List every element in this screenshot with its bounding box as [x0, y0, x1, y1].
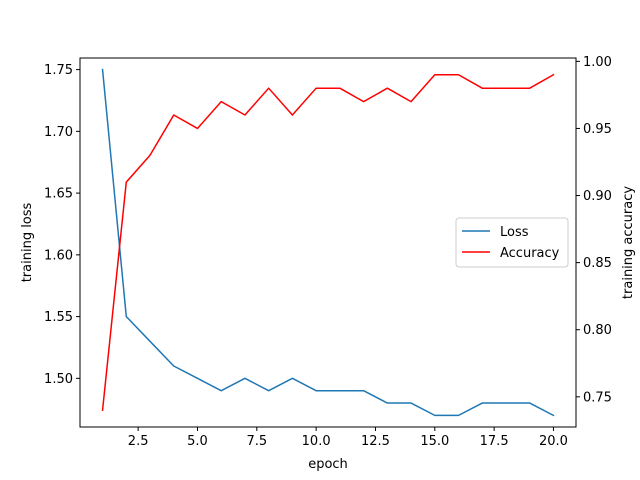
x-tick-label: 20.0	[539, 434, 568, 449]
right-y-tick-label: 0.75	[583, 390, 612, 405]
right-y-tick-label: 1.00	[583, 55, 612, 70]
left-y-tick-label: 1.50	[44, 372, 73, 387]
right-y-tick-label: 0.95	[583, 122, 612, 137]
x-tick-label: 12.5	[361, 434, 390, 449]
right-y-tick-label: 0.80	[583, 323, 612, 338]
left-y-tick-label: 1.60	[44, 248, 73, 263]
plot-frame	[79, 57, 577, 428]
right-y-tick-label: 0.90	[583, 189, 612, 204]
x-tick-label: 2.5	[128, 434, 149, 449]
series-line-loss	[101, 68, 555, 417]
right-y-tick-label: 0.85	[583, 256, 612, 271]
left-y-tick-label: 1.65	[44, 187, 73, 202]
left-y-tick-label: 1.75	[44, 63, 73, 78]
x-axis: 2.5 5.0 7.5 10.0 12.5 15.0 17.5 20.0	[128, 427, 568, 449]
x-tick-label: 17.5	[480, 434, 509, 449]
series-lines	[101, 68, 555, 417]
x-tick-label: 15.0	[420, 434, 449, 449]
left-y-axis-title: training loss	[20, 202, 35, 282]
legend-label-accuracy: Accuracy	[500, 246, 560, 261]
right-y-axis-title: training accuracy	[621, 186, 636, 299]
x-tick-label: 7.5	[246, 434, 267, 449]
left-y-tick-label: 1.55	[44, 310, 73, 325]
left-y-tick-label: 1.70	[44, 125, 73, 140]
legend: Loss Accuracy	[455, 217, 569, 268]
legend-label-loss: Loss	[500, 225, 529, 240]
left-y-axis: 1.50 1.55 1.60 1.65 1.70 1.75	[44, 63, 80, 387]
right-y-axis: 0.75 0.80 0.85 0.90 0.95 1.00	[576, 55, 612, 405]
x-tick-label: 10.0	[302, 434, 331, 449]
series-line-accuracy	[101, 73, 555, 412]
x-tick-label: 5.0	[187, 434, 208, 449]
x-axis-title: epoch	[308, 457, 348, 472]
